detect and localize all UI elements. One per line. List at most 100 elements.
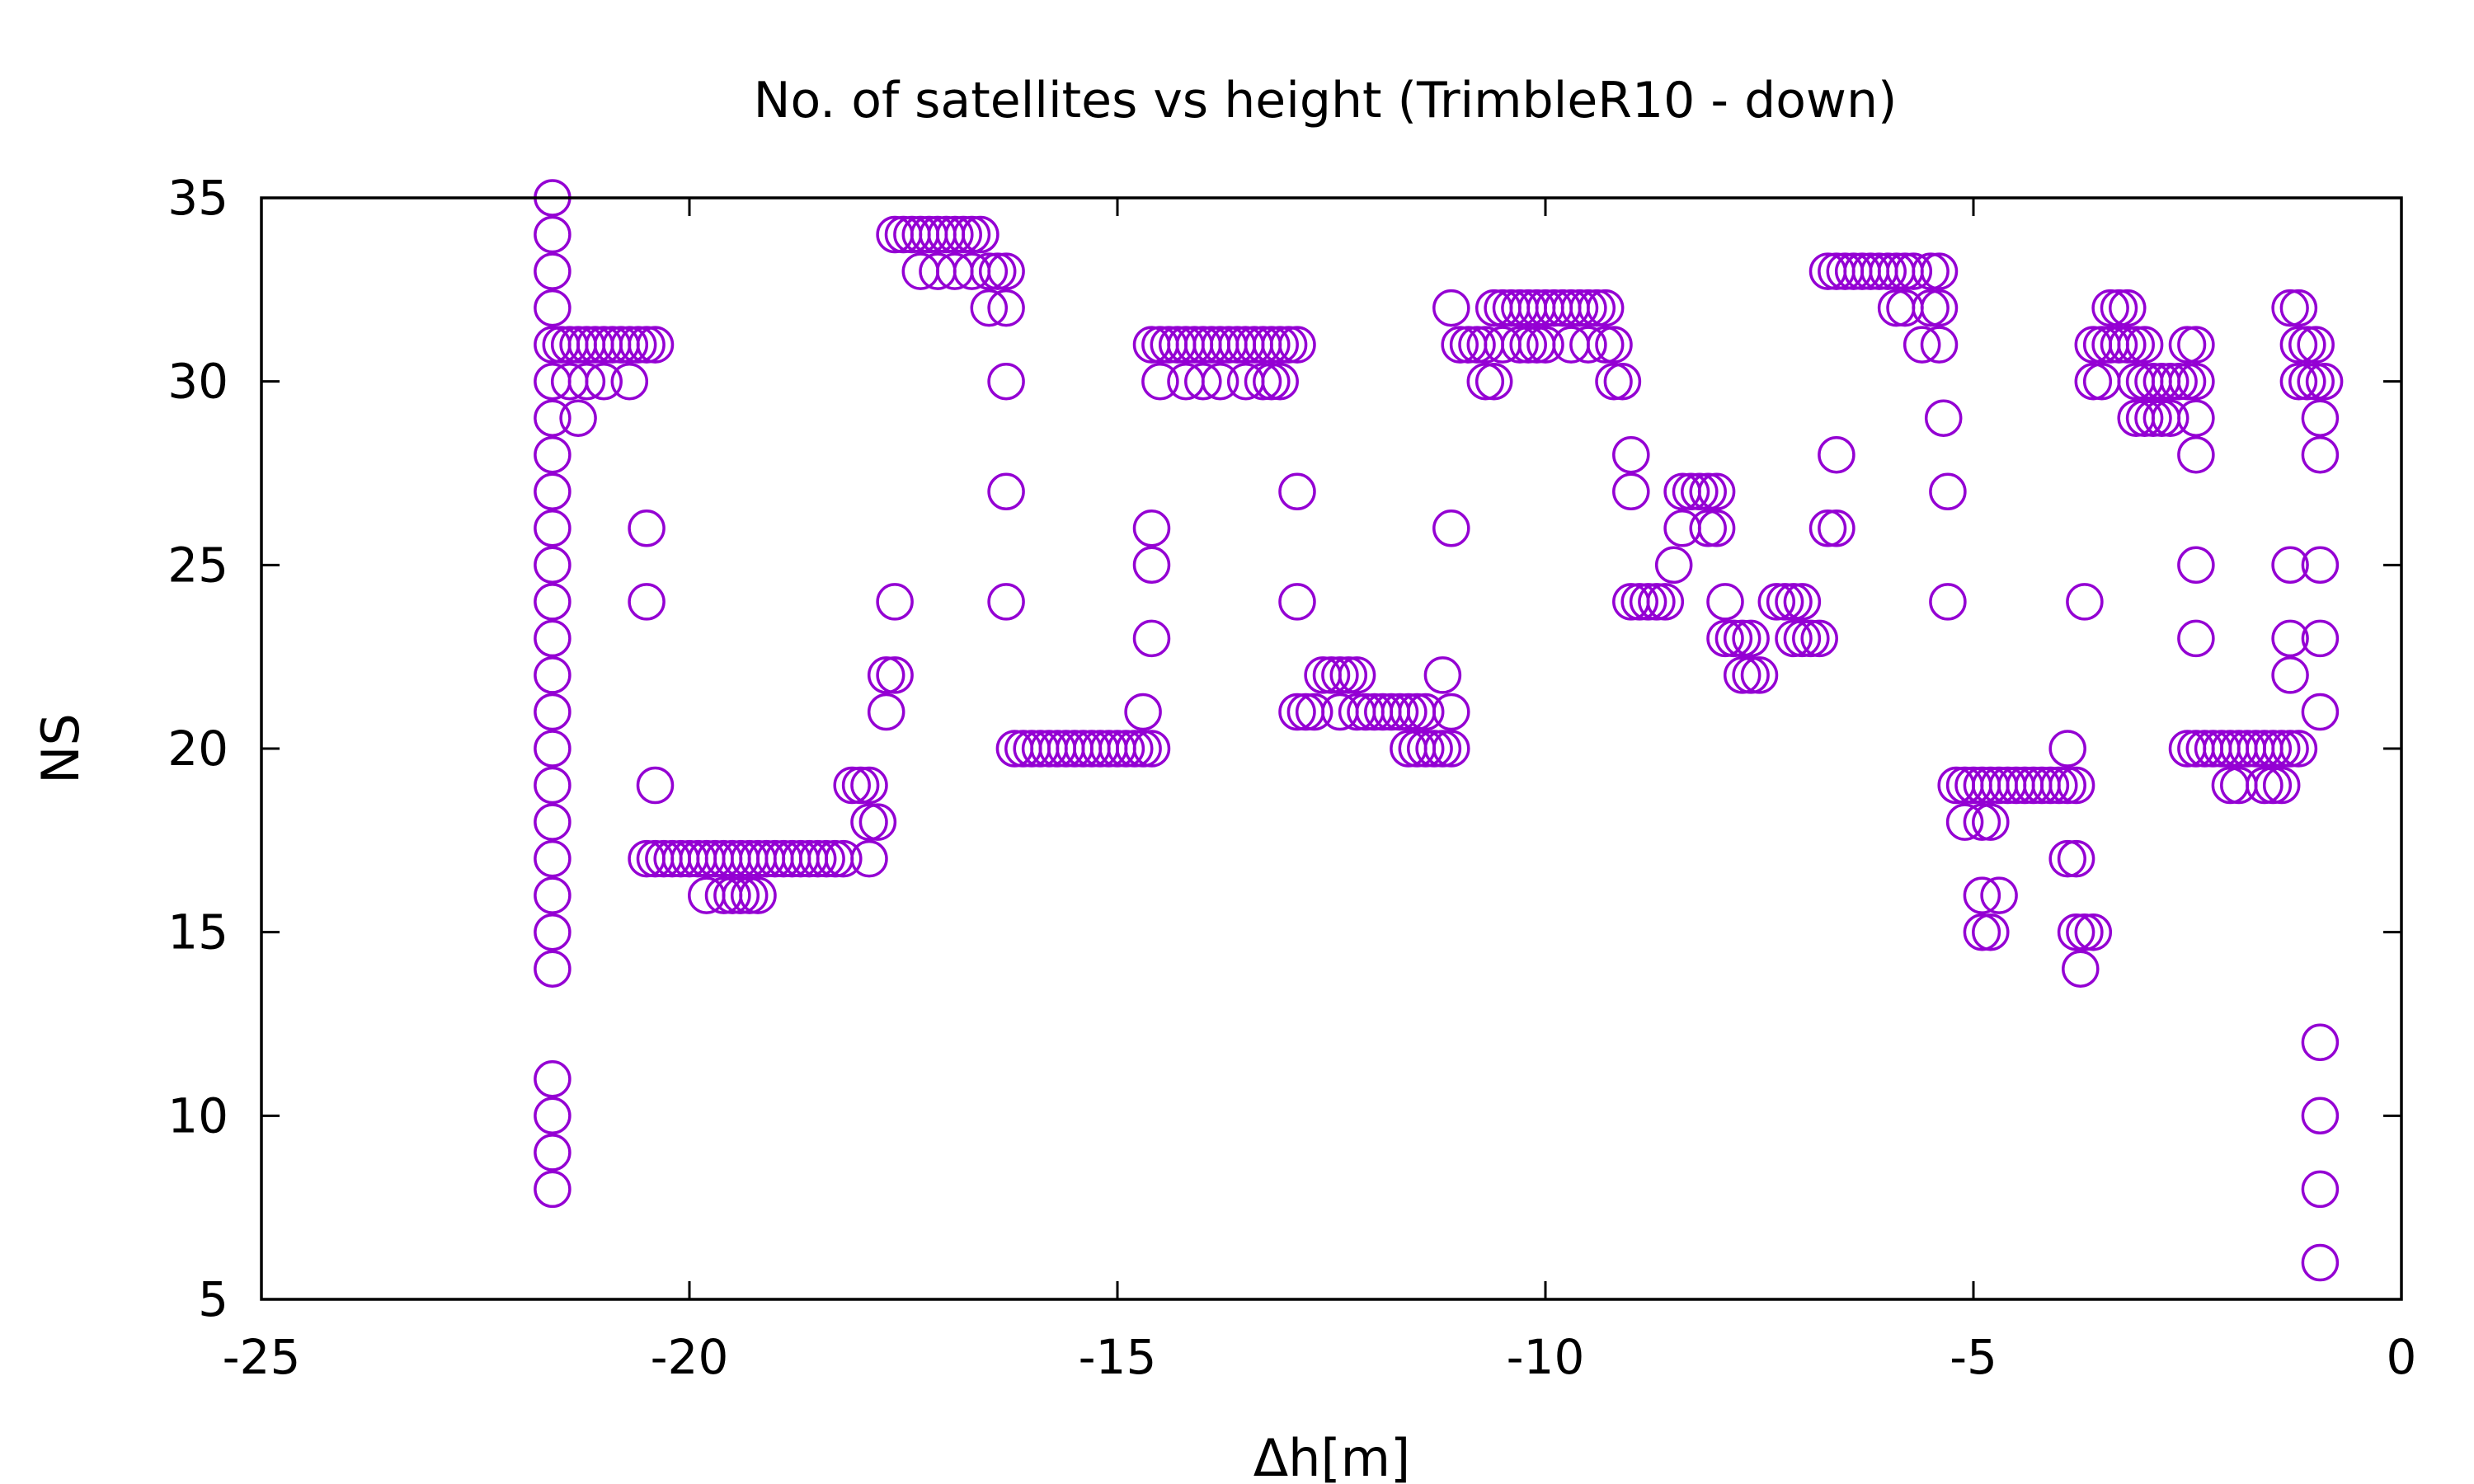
data-point (1569, 289, 1607, 327)
data-point (850, 766, 888, 805)
data-point (1458, 326, 1496, 364)
data-point (2177, 326, 2215, 364)
data-point (1800, 619, 1838, 658)
data-point (2271, 619, 2309, 658)
y-tick-label: 20 (167, 721, 228, 777)
data-point (1295, 693, 1333, 731)
data-point (2091, 289, 2129, 327)
data-point (1432, 693, 1470, 731)
data-point (2040, 766, 2078, 805)
x-tick-label: -15 (1079, 1329, 1157, 1385)
data-point (2279, 730, 2318, 768)
data-point (585, 362, 623, 401)
data-point (1757, 583, 1796, 621)
data-point (1972, 913, 2010, 951)
data-point (2279, 326, 2318, 364)
data-point (1689, 510, 1727, 547)
data-point (1894, 252, 1933, 290)
data-point (867, 656, 905, 694)
data-point (534, 289, 571, 327)
data-point (534, 510, 571, 547)
data-point (2262, 730, 2301, 768)
data-point (876, 656, 914, 694)
data-point (534, 1134, 571, 1172)
data-point (2109, 326, 2147, 364)
data-point (1924, 399, 1963, 437)
data-point (1406, 693, 1445, 731)
data-point (534, 1060, 571, 1098)
data-point (1441, 326, 1479, 364)
data-point (1963, 913, 2001, 951)
data-point (1963, 803, 2001, 841)
data-point (850, 839, 888, 878)
data-point (987, 252, 1025, 290)
data-point (1723, 656, 1761, 694)
data-point (841, 766, 880, 805)
data-point (628, 510, 666, 547)
data-point (2301, 619, 2340, 658)
data-point (559, 399, 597, 437)
data-point (2177, 399, 2215, 437)
data-point (1321, 656, 1359, 694)
data-point (2262, 766, 2301, 805)
data-point (1783, 619, 1822, 658)
data-point (1423, 730, 1462, 768)
data-point (1329, 656, 1368, 694)
x-tick-label: -25 (223, 1329, 301, 1385)
data-point (1646, 583, 1685, 621)
data-point (1629, 583, 1667, 621)
y-tick-label: 10 (167, 1087, 228, 1144)
data-point (807, 839, 845, 878)
data-point (739, 876, 777, 914)
data-point (2134, 399, 2172, 437)
data-point (1578, 289, 1616, 327)
x-tick-label: 0 (2387, 1329, 2417, 1385)
data-point (1766, 583, 1804, 621)
data-points (534, 179, 2344, 1282)
data-point (2271, 546, 2309, 585)
data-point (2168, 362, 2207, 401)
data-point (1638, 583, 1676, 621)
data-point (534, 950, 571, 988)
data-point (2301, 1023, 2340, 1062)
data-point (1261, 362, 1299, 401)
data-point (1253, 326, 1291, 364)
data-point (1603, 362, 1642, 401)
data-point (2057, 766, 2095, 805)
y-axis-label: NS (31, 713, 91, 784)
data-point (1681, 472, 1719, 511)
x-tick-label: -10 (1507, 1329, 1585, 1385)
data-point (850, 803, 888, 841)
data-point (825, 839, 863, 878)
data-point (628, 326, 666, 364)
data-point (962, 215, 999, 254)
data-point (534, 693, 571, 731)
data-point (1278, 326, 1316, 364)
y-tick-label: 30 (167, 354, 228, 410)
data-point (2301, 546, 2340, 585)
data-point (1612, 435, 1650, 474)
y-tick-label: 5 (198, 1271, 228, 1327)
data-point (1509, 326, 1547, 364)
data-point (730, 876, 769, 914)
data-point (2109, 289, 2147, 327)
data-point (2151, 399, 2189, 437)
data-point (978, 252, 1017, 290)
data-point (1201, 362, 1239, 401)
data-point (2057, 913, 2095, 951)
data-point (1132, 619, 1171, 658)
tick-labels: -25 -20 -15 -10 -5 0 5 10 15 20 25 30 35 (167, 170, 2416, 1385)
data-point (1432, 510, 1470, 547)
data-point (1672, 472, 1710, 511)
data-point (867, 693, 905, 731)
data-point (2117, 326, 2155, 364)
data-point (1732, 656, 1770, 694)
data-point (2125, 326, 2164, 364)
data-point (1697, 472, 1736, 511)
data-point (1432, 730, 1470, 768)
data-point (1124, 730, 1162, 768)
data-point (1141, 362, 1179, 401)
data-point (2254, 766, 2293, 805)
data-point (1912, 289, 1950, 327)
